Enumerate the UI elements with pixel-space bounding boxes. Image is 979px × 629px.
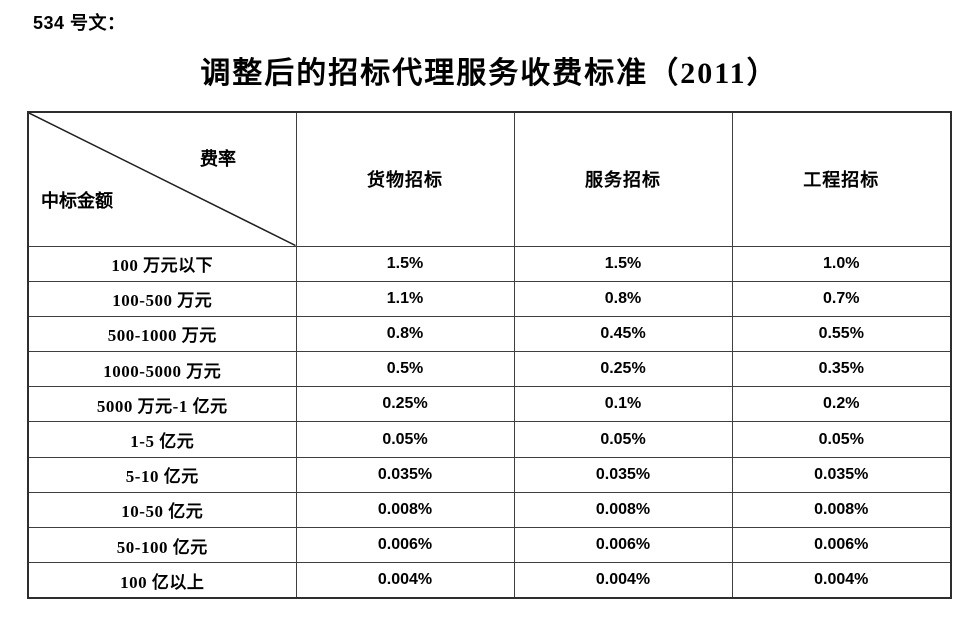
amount-range-cell: 10-50 亿元 bbox=[27, 491, 297, 529]
table-row: 10-50 亿元 0.008% 0.008% 0.008% bbox=[27, 491, 952, 529]
table-row: 100 亿以上 0.004% 0.004% 0.004% bbox=[27, 562, 952, 599]
engineering-rate-cell: 0.035% bbox=[731, 456, 952, 493]
goods-rate-cell: 0.25% bbox=[295, 386, 515, 423]
table-row: 100-500 万元 1.1% 0.8% 0.7% bbox=[27, 280, 952, 317]
engineering-rate-cell: 0.008% bbox=[731, 491, 952, 529]
page-title: 调整后的招标代理服务收费标准（2011） bbox=[200, 57, 779, 90]
amount-range-cell: 1-5 亿元 bbox=[27, 421, 297, 458]
amount-range-cell: 100 亿以上 bbox=[27, 562, 297, 599]
goods-rate-cell: 0.035% bbox=[295, 456, 515, 493]
engineering-rate-cell: 0.05% bbox=[731, 421, 952, 458]
engineering-rate-cell: 1.0% bbox=[731, 245, 952, 282]
goods-rate-cell: 0.008% bbox=[295, 491, 515, 529]
service-rate-cell: 0.8% bbox=[513, 280, 733, 317]
amount-range-cell: 50-100 亿元 bbox=[27, 526, 297, 564]
amount-range-cell: 100 万元以下 bbox=[27, 245, 297, 282]
engineering-rate-cell: 0.55% bbox=[731, 315, 952, 353]
engineering-rate-cell: 0.004% bbox=[731, 562, 952, 599]
doc-number-label: 534 号文： bbox=[33, 13, 126, 33]
goods-rate-cell: 0.8% bbox=[295, 315, 515, 353]
goods-rate-cell: 1.1% bbox=[295, 280, 515, 317]
service-rate-cell: 0.004% bbox=[513, 562, 733, 599]
table-row: 1-5 亿元 0.05% 0.05% 0.05% bbox=[27, 421, 952, 458]
service-rate-cell: 0.25% bbox=[513, 351, 733, 388]
amount-range-cell: 5000 万元-1 亿元 bbox=[27, 386, 297, 423]
service-rate-cell: 0.006% bbox=[513, 526, 733, 564]
goods-rate-cell: 1.5% bbox=[295, 245, 515, 282]
amount-range-cell: 100-500 万元 bbox=[27, 280, 297, 317]
service-rate-cell: 0.05% bbox=[513, 421, 733, 458]
engineering-rate-cell: 0.006% bbox=[731, 526, 952, 564]
fee-rate-table: 费率 中标金额 货物招标 服务招标 工程招标 100 万元以下 1.5% 1.5… bbox=[27, 111, 952, 599]
column-header-engineering-bidding: 工程招标 bbox=[731, 111, 952, 247]
engineering-rate-cell: 0.35% bbox=[731, 351, 952, 388]
goods-rate-cell: 0.006% bbox=[295, 526, 515, 564]
corner-header-cell: 费率 中标金额 bbox=[27, 111, 297, 247]
corner-amount-label: 中标金额 bbox=[41, 191, 113, 211]
table-row: 5000 万元-1 亿元 0.25% 0.1% 0.2% bbox=[27, 386, 952, 423]
service-rate-cell: 0.008% bbox=[513, 491, 733, 529]
service-rate-cell: 0.45% bbox=[513, 315, 733, 353]
column-header-goods-bidding: 货物招标 bbox=[295, 111, 515, 247]
service-rate-cell: 1.5% bbox=[513, 245, 733, 282]
goods-rate-cell: 0.05% bbox=[295, 421, 515, 458]
goods-rate-cell: 0.5% bbox=[295, 351, 515, 388]
column-header-service-bidding: 服务招标 bbox=[513, 111, 733, 247]
amount-range-cell: 1000-5000 万元 bbox=[27, 351, 297, 388]
table-row: 100 万元以下 1.5% 1.5% 1.0% bbox=[27, 245, 952, 282]
diagonal-divider-line bbox=[29, 113, 296, 246]
table-row: 5-10 亿元 0.035% 0.035% 0.035% bbox=[27, 456, 952, 493]
header-row: 费率 中标金额 货物招标 服务招标 工程招标 bbox=[27, 111, 952, 247]
service-rate-cell: 0.1% bbox=[513, 386, 733, 423]
engineering-rate-cell: 0.2% bbox=[731, 386, 952, 423]
amount-range-cell: 500-1000 万元 bbox=[27, 315, 297, 353]
corner-rate-label: 费率 bbox=[200, 149, 236, 169]
service-rate-cell: 0.035% bbox=[513, 456, 733, 493]
amount-range-cell: 5-10 亿元 bbox=[27, 456, 297, 493]
goods-rate-cell: 0.004% bbox=[295, 562, 515, 599]
table-row: 500-1000 万元 0.8% 0.45% 0.55% bbox=[27, 315, 952, 353]
table-row: 50-100 亿元 0.006% 0.006% 0.006% bbox=[27, 526, 952, 564]
engineering-rate-cell: 0.7% bbox=[731, 280, 952, 317]
table-row: 1000-5000 万元 0.5% 0.25% 0.35% bbox=[27, 351, 952, 388]
